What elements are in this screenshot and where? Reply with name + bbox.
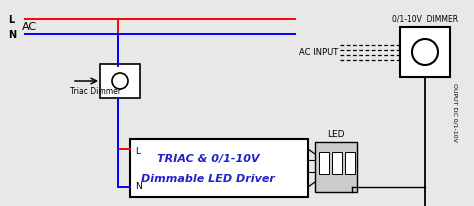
Text: OUPUT DC 0/1-10V: OUPUT DC 0/1-10V	[453, 83, 458, 141]
Bar	[319, 152, 329, 174]
Bar	[100, 65, 140, 98]
Text: AC: AC	[22, 22, 37, 32]
Bar	[315, 142, 357, 192]
Text: LED: LED	[327, 129, 345, 138]
Bar	[400, 28, 450, 78]
Text: L: L	[8, 15, 14, 25]
Circle shape	[112, 74, 128, 90]
Text: AC INPUT: AC INPUT	[299, 48, 338, 57]
Text: N: N	[8, 30, 16, 40]
Bar	[345, 152, 355, 174]
Text: Triac Dimmer: Triac Dimmer	[70, 87, 121, 96]
Circle shape	[412, 40, 438, 66]
Bar	[332, 152, 342, 174]
Bar	[130, 139, 308, 197]
Text: TRIAC & 0/1-10V: TRIAC & 0/1-10V	[157, 153, 260, 163]
Text: L: L	[135, 147, 140, 156]
Text: Dimmable LED Driver: Dimmable LED Driver	[141, 174, 275, 184]
Text: 0/1-10V  DIMMER: 0/1-10V DIMMER	[392, 15, 458, 24]
Text: N: N	[135, 182, 142, 191]
